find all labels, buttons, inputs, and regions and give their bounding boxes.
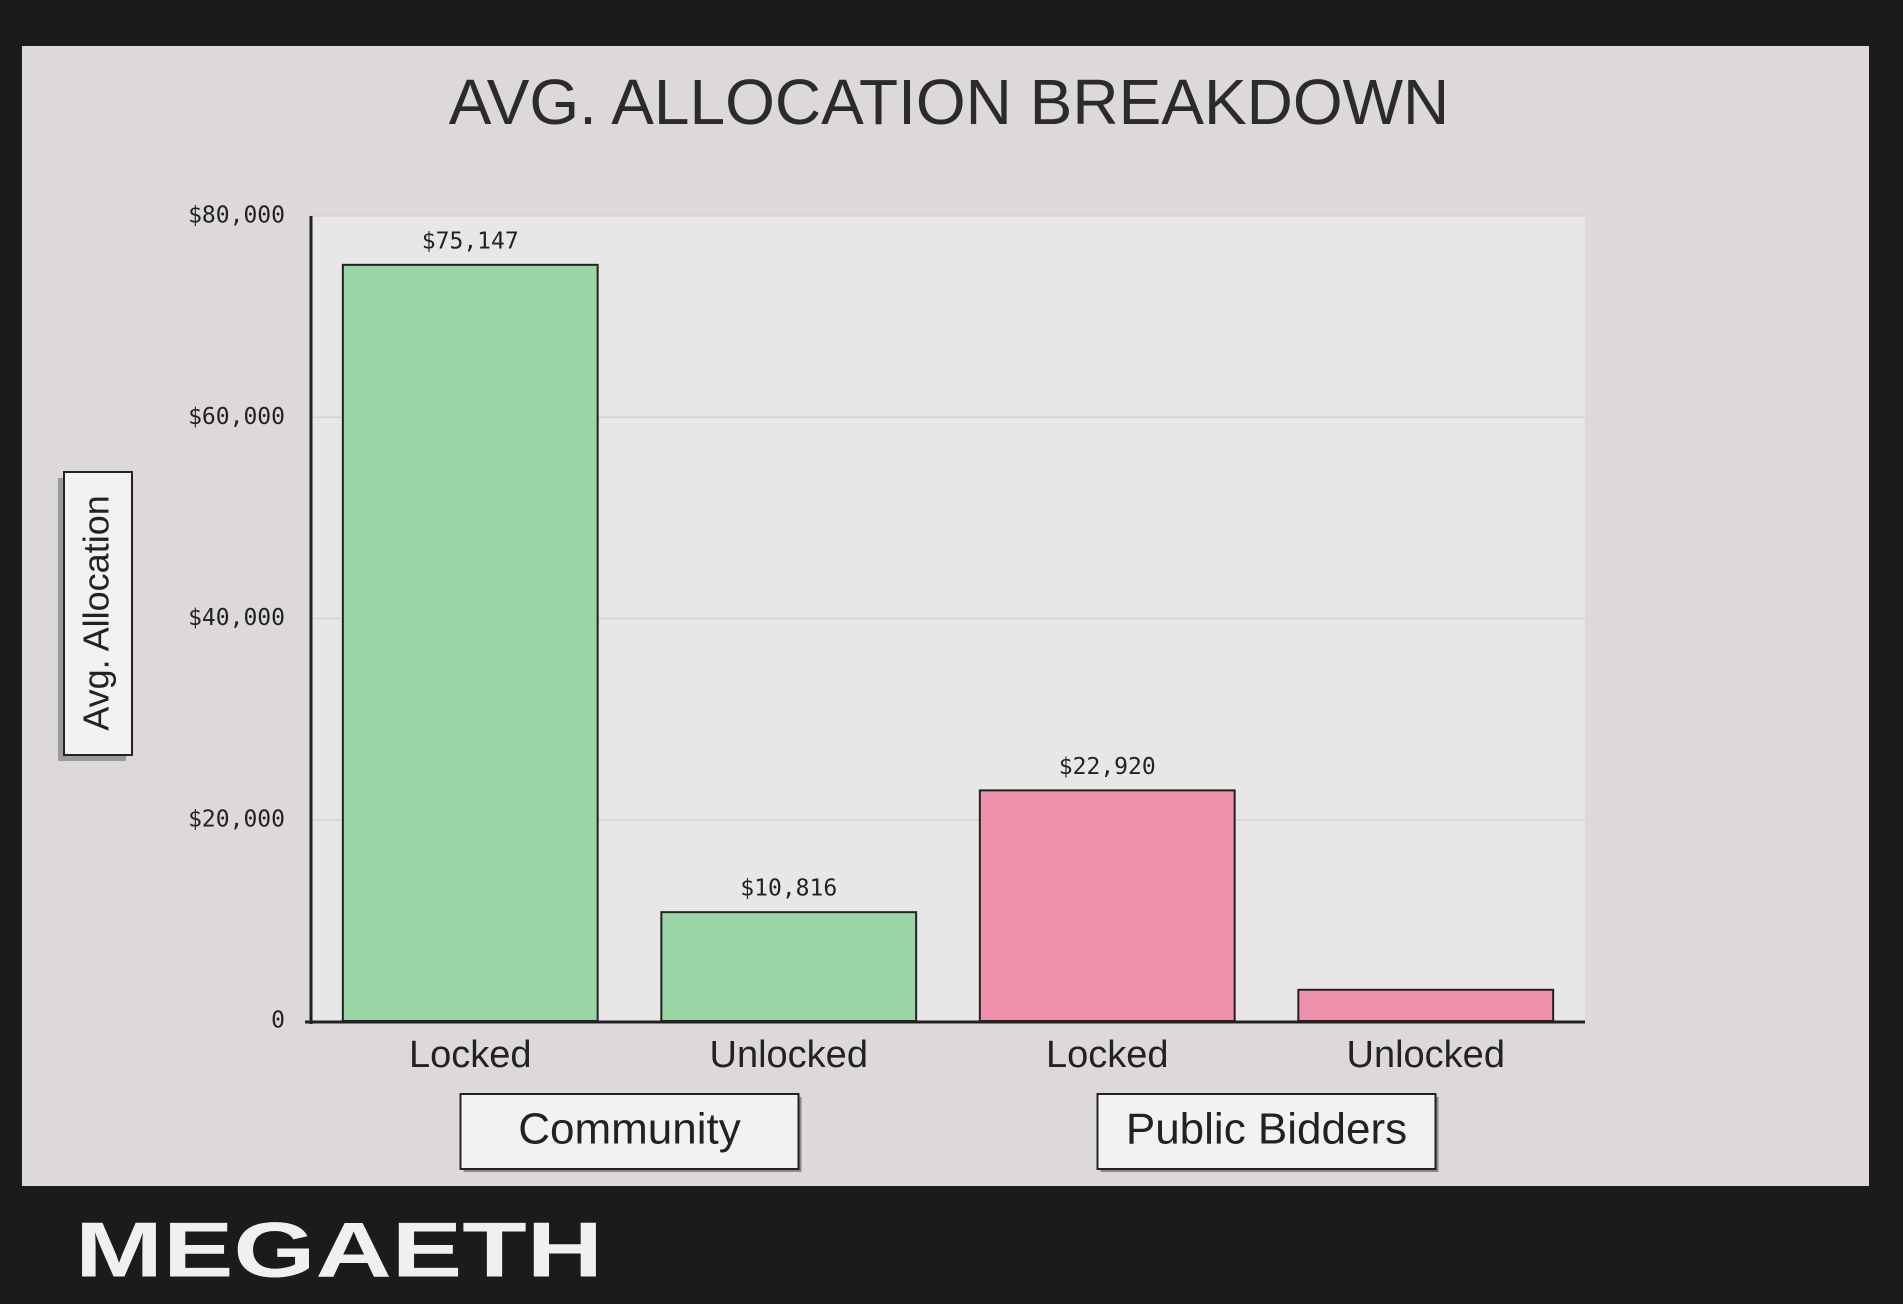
bar <box>1297 988 1555 1023</box>
bar <box>978 789 1236 1022</box>
group-box <box>459 1093 800 1170</box>
group-box <box>1096 1093 1437 1170</box>
y-axis-label: Avg. Allocation <box>76 495 117 731</box>
x-tick-label: Unlocked <box>710 1034 868 1076</box>
group-label: Public Bidders <box>1126 1105 1407 1154</box>
bar <box>341 263 599 1022</box>
y-tick-label: $60,000 <box>188 404 285 430</box>
x-tick-label: Locked <box>409 1034 532 1076</box>
y-label-box <box>63 471 133 756</box>
chart-title: AVG. ALLOCATION BREAKDOWN <box>449 66 1450 138</box>
y-tick-label: $80,000 <box>188 203 285 229</box>
x-tick-label: Unlocked <box>1347 1034 1505 1076</box>
bar <box>660 911 918 1022</box>
group-label: Community <box>518 1105 741 1154</box>
brand: MEGAETH <box>75 1206 603 1294</box>
y-tick-label: $20,000 <box>188 806 285 832</box>
value-label: $10,816 <box>740 876 837 902</box>
x-tick-label: Locked <box>1046 1034 1169 1076</box>
value-label: $75,147 <box>422 228 519 254</box>
chart: 0 $20,000 $40,000 $60,000 $80,000 Locked $75,1… <box>188 203 1585 1172</box>
value-label: $22,920 <box>1059 754 1156 780</box>
y-tick-label: 0 <box>271 1008 285 1034</box>
y-tick-label: $40,000 <box>188 605 285 631</box>
